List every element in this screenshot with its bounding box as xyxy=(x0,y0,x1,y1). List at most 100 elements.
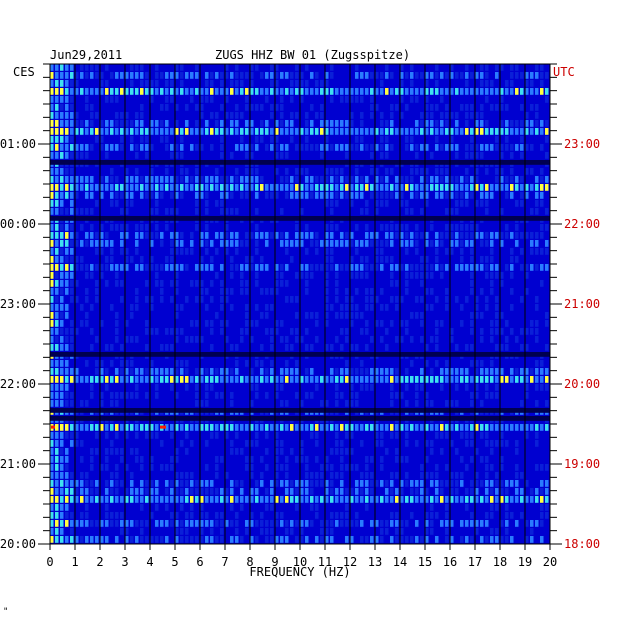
spectral-cell xyxy=(335,168,339,175)
spectral-cell xyxy=(140,464,144,471)
spectral-cell xyxy=(75,120,79,127)
spectral-cell xyxy=(60,72,64,79)
spectral-cell xyxy=(235,496,239,503)
spectral-cell xyxy=(385,240,389,247)
spectral-cell xyxy=(365,232,369,239)
spectral-cell xyxy=(305,280,309,287)
spectral-cell xyxy=(85,64,89,71)
spectral-cell xyxy=(120,248,124,255)
spectral-cell xyxy=(235,424,239,431)
spectral-cell xyxy=(540,536,544,543)
spectral-cell xyxy=(130,176,134,183)
spectral-cell xyxy=(450,472,454,479)
spectral-cell xyxy=(520,72,524,79)
spectral-cell xyxy=(250,232,254,239)
spectral-cell xyxy=(470,112,474,119)
spectral-cell xyxy=(285,536,289,543)
spectral-cell xyxy=(440,448,444,455)
spectral-cell xyxy=(255,192,259,199)
spectral-cell xyxy=(190,488,194,495)
spectral-cell xyxy=(160,520,164,527)
spectral-cell xyxy=(80,456,84,463)
spectral-cell xyxy=(505,320,509,327)
spectral-cell xyxy=(225,128,229,135)
spectral-cell xyxy=(260,472,264,479)
spectral-cell xyxy=(60,240,64,247)
spectral-cell xyxy=(300,520,304,527)
x-tick-label: 0 xyxy=(46,555,53,569)
spectral-cell xyxy=(155,80,159,87)
spectral-cell xyxy=(60,64,64,71)
spectral-cell xyxy=(525,192,529,199)
spectral-cell xyxy=(50,200,54,207)
spectral-cell xyxy=(460,520,464,527)
spectral-cell xyxy=(360,536,364,543)
spectral-cell xyxy=(100,272,104,279)
spectral-cell xyxy=(540,384,544,391)
spectral-cell xyxy=(140,64,144,71)
spectral-cell xyxy=(355,88,359,95)
spectral-cell xyxy=(325,184,329,191)
spectral-cell xyxy=(390,320,394,327)
spectral-cell xyxy=(170,184,174,191)
spectral-cell xyxy=(515,128,519,135)
spectral-cell xyxy=(385,368,389,375)
spectral-cell xyxy=(495,328,499,335)
spectral-cell xyxy=(250,536,254,543)
spectral-cell xyxy=(375,248,379,255)
spectral-cell xyxy=(60,312,64,319)
spectral-cell xyxy=(425,400,429,407)
spectral-cell xyxy=(175,512,179,519)
spectral-cell xyxy=(50,480,54,487)
spectral-cell xyxy=(275,480,279,487)
spectral-cell xyxy=(485,64,489,71)
spectral-cell xyxy=(335,392,339,399)
spectral-cell xyxy=(525,384,529,391)
spectral-cell xyxy=(85,424,89,431)
spectral-cell xyxy=(120,112,124,119)
spectral-cell xyxy=(135,248,139,255)
spectral-cell xyxy=(65,384,69,391)
spectral-cell xyxy=(365,200,369,207)
spectral-cell xyxy=(175,488,179,495)
spectral-cell xyxy=(420,320,424,327)
spectral-cell xyxy=(465,232,469,239)
spectral-cell xyxy=(170,144,174,151)
spectral-cell xyxy=(370,144,374,151)
spectral-cell xyxy=(350,384,354,391)
spectral-cell xyxy=(80,480,84,487)
spectral-cell xyxy=(55,456,59,463)
spectral-cell xyxy=(420,488,424,495)
spectral-cell xyxy=(440,72,444,79)
spectral-cell xyxy=(535,184,539,191)
spectral-cell xyxy=(390,128,394,135)
spectral-cell xyxy=(365,128,369,135)
spectral-cell xyxy=(145,192,149,199)
spectral-cell xyxy=(465,344,469,351)
spectral-cell xyxy=(360,208,364,215)
spectral-cell xyxy=(530,88,534,95)
spectral-cell xyxy=(115,376,119,383)
spectral-cell xyxy=(285,296,289,303)
spectral-cell xyxy=(385,72,389,79)
spectral-cell xyxy=(360,496,364,503)
spectral-cell xyxy=(60,360,64,367)
spectral-cell xyxy=(285,400,289,407)
spectral-cell xyxy=(135,72,139,79)
spectral-cell xyxy=(145,232,149,239)
spectral-cell xyxy=(290,120,294,127)
spectral-cell xyxy=(65,456,69,463)
spectral-cell xyxy=(195,424,199,431)
spectral-cell xyxy=(460,496,464,503)
spectral-cell xyxy=(495,344,499,351)
spectral-cell xyxy=(295,456,299,463)
spectral-cell xyxy=(530,368,534,375)
spectral-cell xyxy=(275,496,279,503)
spectral-cell xyxy=(85,512,89,519)
spectral-cell xyxy=(375,440,379,447)
spectral-cell xyxy=(420,384,424,391)
spectral-cell xyxy=(360,272,364,279)
spectral-cell xyxy=(130,392,134,399)
spectral-cell xyxy=(155,128,159,135)
spectral-cell xyxy=(450,328,454,335)
